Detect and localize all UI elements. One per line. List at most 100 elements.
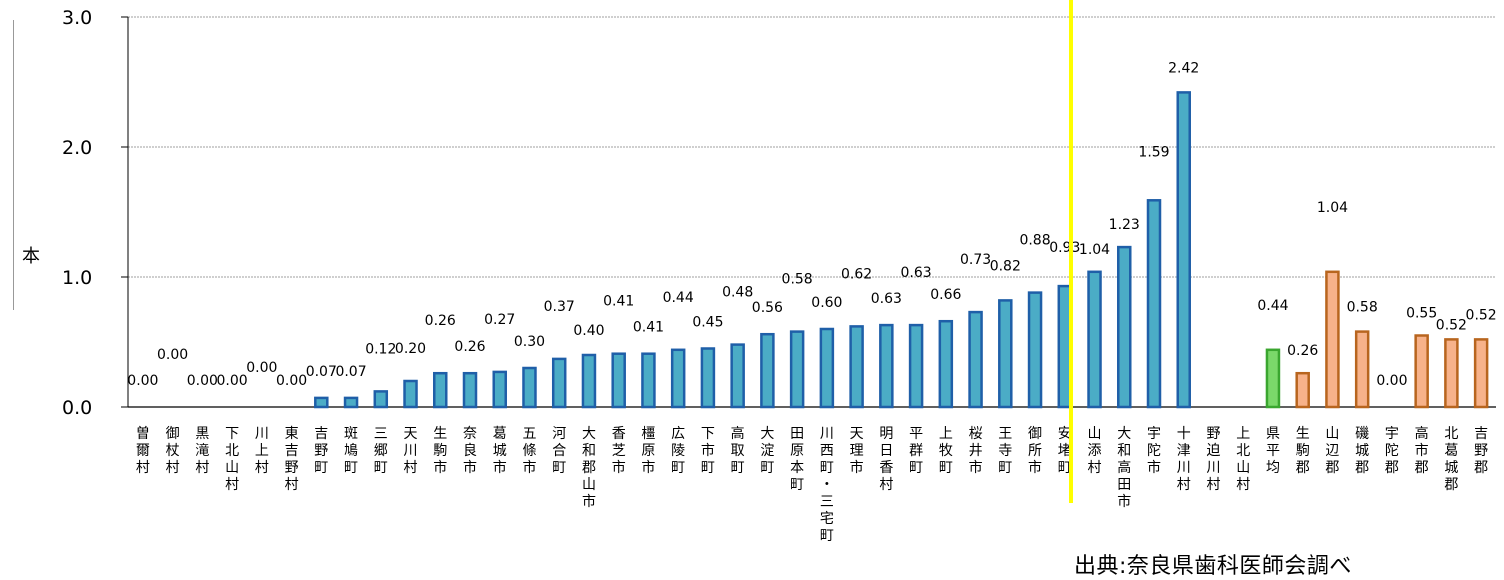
category-label-char: 三 <box>374 426 388 442</box>
value-label: 0.40 <box>573 323 604 339</box>
category-label-char: 町 <box>344 460 358 476</box>
category-label-char: 杖 <box>166 443 180 459</box>
value-label: 1.59 <box>1138 144 1169 160</box>
category-label-char: 西 <box>820 443 834 459</box>
category-label-char: 香 <box>879 460 893 476</box>
value-label: 0.26 <box>454 339 485 355</box>
category-label-char: 王 <box>998 426 1012 442</box>
category-label-char: 均 <box>1266 460 1280 476</box>
category-label-char: 市 <box>522 459 536 476</box>
category-label-char: 村 <box>255 460 269 476</box>
bar <box>700 347 716 409</box>
bar <box>581 353 597 409</box>
category-label-char: 山 <box>582 477 596 493</box>
category-label-char: 町 <box>701 460 715 476</box>
category-label-char: 曽 <box>136 426 150 442</box>
value-label: 0.93 <box>1049 240 1080 256</box>
bar <box>760 332 775 409</box>
value-label: 0.60 <box>811 295 842 311</box>
category-label-char: 平 <box>909 426 923 442</box>
category-label-char: 川 <box>255 426 269 442</box>
category-label-char: 大 <box>760 426 774 442</box>
category-label-char: 市 <box>641 459 655 476</box>
category-label-char: 市 <box>463 459 477 476</box>
category-label-char: 山 <box>225 460 239 476</box>
category-label-char: 川 <box>1206 460 1220 476</box>
category-label-char: 広 <box>671 426 685 442</box>
category-label-char: 牧 <box>939 443 953 459</box>
category-label-char: 東 <box>285 426 299 442</box>
value-label: 0.00 <box>187 373 218 389</box>
category-label-char: 町 <box>671 460 685 476</box>
category-label-char: 村 <box>1177 477 1191 493</box>
category-label-char: 陀 <box>1385 443 1399 459</box>
category-label-char: 市 <box>1028 459 1042 476</box>
bar <box>938 319 954 409</box>
category-label-char: 郡 <box>582 460 596 476</box>
category-label-char: 御 <box>166 426 180 442</box>
category-label-char: 滝 <box>195 443 209 459</box>
value-label: 0.00 <box>217 373 248 389</box>
value-label: 0.73 <box>960 252 991 268</box>
category-label-char: 宇 <box>1385 426 1399 442</box>
value-label: 0.82 <box>990 258 1021 274</box>
bar <box>1354 330 1370 409</box>
category-label-char: 香 <box>612 426 626 442</box>
category-label-char: 高 <box>731 425 745 442</box>
category-label-char: 大 <box>1117 426 1131 442</box>
category-label-char: 上 <box>255 443 269 459</box>
value-label: 0.52 <box>1436 317 1467 333</box>
category-label-char: 町 <box>820 460 834 476</box>
category-label-char: 奈 <box>463 426 477 442</box>
category-label-char: 村 <box>404 460 418 476</box>
bar <box>492 370 507 409</box>
category-label-char: 御 <box>1028 426 1042 442</box>
category-label-char: 上 <box>1236 426 1250 442</box>
bar <box>1444 338 1459 409</box>
category-label-char: 駒 <box>433 443 447 459</box>
value-label: 0.66 <box>930 287 961 303</box>
category-label-char: 高 <box>1415 425 1429 442</box>
bar <box>433 371 448 409</box>
category-label-char: 原 <box>641 443 655 459</box>
bar <box>1295 371 1310 409</box>
value-label: 0.88 <box>1019 233 1050 249</box>
y-tick-label: 3.0 <box>62 7 92 29</box>
category-label-char: 北 <box>225 443 239 459</box>
bar <box>1414 334 1429 409</box>
value-label: 0.00 <box>1376 373 1407 389</box>
category-label-char: 生 <box>433 426 447 442</box>
bar <box>611 352 626 409</box>
value-label: 0.62 <box>841 266 872 282</box>
category-label-char: 原 <box>790 443 804 459</box>
category-label-char: 郡 <box>1444 477 1458 493</box>
value-label: 0.27 <box>484 312 515 328</box>
category-label-char: 駒 <box>1296 443 1310 459</box>
category-label-char: 村 <box>195 460 209 476</box>
category-label-char: 宇 <box>1147 426 1161 442</box>
value-label: 0.26 <box>425 313 456 329</box>
value-labels: 0.000.000.000.000.000.000.070.070.120.20… <box>127 60 1496 389</box>
category-label-char: 町 <box>909 460 923 476</box>
category-label-char: 桜 <box>969 426 983 442</box>
bar <box>314 396 329 409</box>
bar <box>1027 291 1043 409</box>
bar <box>522 366 537 409</box>
bar <box>1146 199 1162 409</box>
value-label: 0.20 <box>395 341 426 357</box>
bar <box>908 323 924 409</box>
category-label-char: 村 <box>285 477 299 493</box>
category-label-char: 吉 <box>285 443 299 459</box>
category-label-char: 辺 <box>1325 443 1339 459</box>
category-label-char: 爾 <box>136 443 150 459</box>
category-label-char: 町 <box>731 460 745 476</box>
category-label-char: 郡 <box>1325 460 1339 476</box>
category-label-char: 天 <box>404 426 418 442</box>
category-label-char: 城 <box>1355 443 1369 459</box>
category-label-char: 磯 <box>1355 426 1369 442</box>
category-label-char: 取 <box>731 443 745 459</box>
category-label-char: 所 <box>1028 443 1042 459</box>
category-label-char: 町 <box>820 528 834 544</box>
category-label-char: 町 <box>760 460 774 476</box>
value-label: 0.58 <box>1347 300 1378 316</box>
